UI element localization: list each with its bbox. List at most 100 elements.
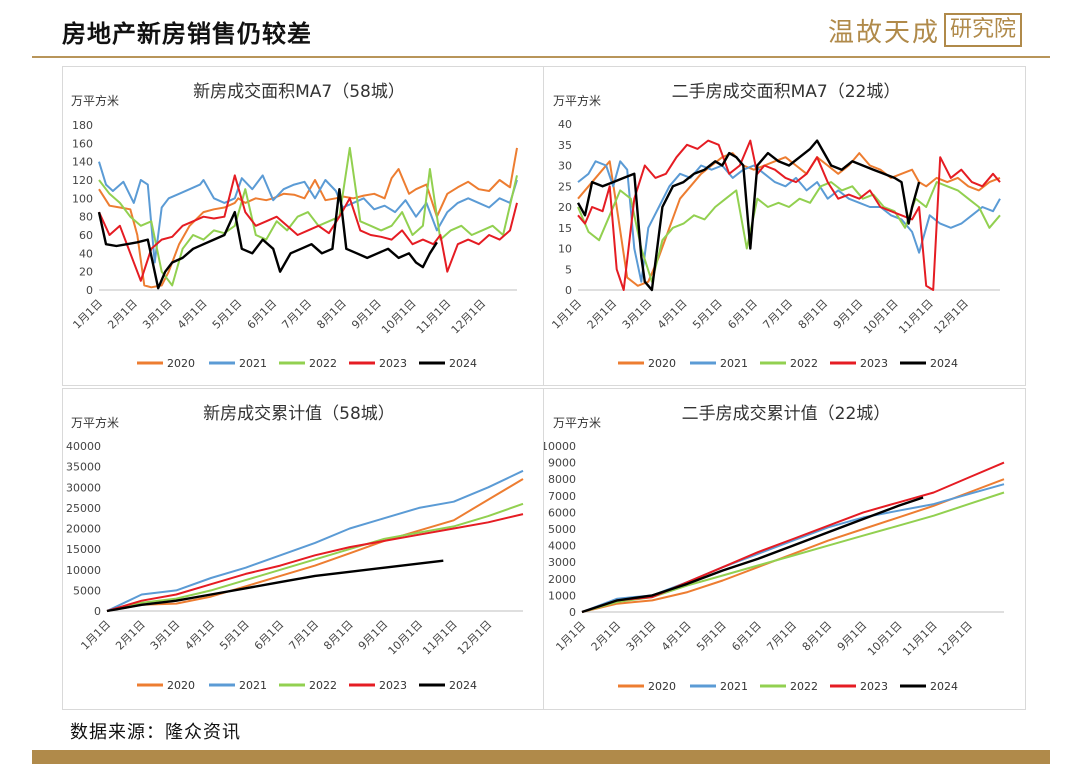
y-tick-label: 5000 bbox=[548, 523, 576, 536]
legend-label-2024: 2024 bbox=[930, 357, 958, 370]
y-tick-label: 60 bbox=[79, 229, 93, 242]
x-tick-label: 12月1日 bbox=[449, 297, 489, 337]
legend-label-2024: 2024 bbox=[930, 680, 958, 693]
legend-label-2023: 2023 bbox=[860, 680, 888, 693]
brand-logo: 温故天成 研究院 bbox=[828, 12, 1023, 48]
chart-panel-second-hand-ma7: 二手房成交面积MA7（22城） 万平方米 0 5 10 15 20 25 30 35 40 1月1日 2… bbox=[543, 66, 1026, 386]
y-tick-label: 15000 bbox=[66, 543, 101, 556]
y-tick-label: 0 bbox=[86, 284, 93, 297]
x-tick-label: 12月1日 bbox=[935, 619, 975, 659]
series-line-2021 bbox=[106, 469, 524, 612]
x-tick-label: 6月1日 bbox=[252, 618, 287, 653]
chart-new-house-ma7: 新房成交面积MA7（58城） 万平方米 0 20 40 60 80 100 120 140 160 1… bbox=[70, 82, 518, 370]
x-tick-label: 11月1日 bbox=[896, 297, 936, 337]
x-tick-label: 3月1日 bbox=[148, 618, 183, 653]
x-tick-label: 5月1日 bbox=[694, 619, 729, 654]
legend-label-2020: 2020 bbox=[648, 680, 676, 693]
y-tick-label: 40 bbox=[79, 247, 93, 260]
x-tick-label: 9月1日 bbox=[835, 619, 870, 654]
x-tick-label: 6月1日 bbox=[729, 619, 764, 654]
y-tick-label: 1000 bbox=[548, 589, 576, 602]
series-line-2020 bbox=[581, 478, 1005, 613]
series-line-2022 bbox=[106, 502, 524, 612]
y-tick-label: 25 bbox=[558, 180, 572, 193]
series-line-2023 bbox=[98, 174, 518, 282]
x-tick-label: 7月1日 bbox=[279, 297, 314, 332]
y-axis-unit: 万平方米 bbox=[553, 415, 601, 430]
x-tick-label: 2月1日 bbox=[585, 297, 620, 332]
legend-label-2020: 2020 bbox=[167, 679, 195, 692]
y-tick-label: 20 bbox=[79, 266, 93, 279]
y-tick-label: 35000 bbox=[66, 461, 101, 474]
chart-panel-new-house-cumulative: 新房成交累计值（58城） 万平方米 0 5000 10000 15000 20000 2500… bbox=[62, 388, 544, 710]
y-tick-label: 9000 bbox=[548, 457, 576, 470]
series-line-2023 bbox=[106, 513, 524, 612]
legend-label-2020: 2020 bbox=[648, 357, 676, 370]
logo-main-text: 温故天成 bbox=[828, 17, 941, 48]
legend-label-2024: 2024 bbox=[449, 679, 477, 692]
legend-label-2021: 2021 bbox=[239, 357, 267, 370]
y-tick-label: 10000 bbox=[544, 440, 576, 453]
series-line-2024 bbox=[106, 559, 444, 613]
x-tick-label: 1月1日 bbox=[70, 297, 105, 332]
x-tick-label: 8月1日 bbox=[800, 619, 835, 654]
series-line-2020 bbox=[106, 478, 524, 612]
x-tick-label: 4月1日 bbox=[182, 618, 217, 653]
legend-label-2024: 2024 bbox=[449, 357, 477, 370]
series-line-2023 bbox=[581, 461, 1005, 613]
chart-panel-second-hand-cumulative: 二手房成交累计值（22城） 万平方米 0 1000 2000 3000 4000 5000 60… bbox=[543, 388, 1026, 710]
x-tick-label: 7月1日 bbox=[760, 297, 795, 332]
chart-panel-new-house-ma7: 新房成交面积MA7（58城） 万平方米 0 20 40 60 80 100 120 140 160 1… bbox=[62, 66, 544, 386]
y-tick-label: 40000 bbox=[66, 440, 101, 453]
x-tick-label: 5月1日 bbox=[210, 297, 245, 332]
chart-second-hand-cumulative: 二手房成交累计值（22城） 万平方米 0 1000 2000 3000 4000 5000 60… bbox=[544, 404, 1005, 693]
legend-label-2023: 2023 bbox=[860, 357, 888, 370]
y-tick-label: 40 bbox=[558, 118, 572, 131]
series-line-2022 bbox=[577, 181, 1001, 283]
x-tick-label: 1月1日 bbox=[78, 618, 113, 653]
x-tick-label: 10月1日 bbox=[865, 619, 905, 659]
y-tick-label: 0 bbox=[94, 605, 101, 618]
y-tick-label: 2000 bbox=[548, 573, 576, 586]
y-tick-label: 20 bbox=[558, 201, 572, 214]
x-tick-label: 2月1日 bbox=[589, 619, 624, 654]
x-tick-label: 4月1日 bbox=[175, 297, 210, 332]
footer-bar bbox=[32, 750, 1050, 764]
logo-box-text: 研究院 bbox=[944, 13, 1023, 47]
x-tick-label: 6月1日 bbox=[725, 297, 760, 332]
y-axis-unit: 万平方米 bbox=[71, 415, 119, 430]
chart-title: 二手房成交累计值（22城） bbox=[682, 404, 891, 424]
legend-label-2021: 2021 bbox=[239, 679, 267, 692]
y-axis-unit: 万平方米 bbox=[553, 93, 601, 108]
y-tick-label: 7000 bbox=[548, 490, 576, 503]
legend-label-2023: 2023 bbox=[379, 679, 407, 692]
y-axis-unit: 万平方米 bbox=[71, 93, 119, 108]
x-tick-label: 9月1日 bbox=[831, 297, 866, 332]
legend-label-2022: 2022 bbox=[309, 679, 337, 692]
legend-label-2020: 2020 bbox=[167, 357, 195, 370]
series-line-2021 bbox=[577, 160, 1001, 283]
chart-new-house-cumulative: 新房成交累计值（58城） 万平方米 0 5000 10000 15000 20000 2500… bbox=[66, 404, 524, 692]
y-tick-label: 10 bbox=[558, 243, 572, 256]
y-tick-label: 25000 bbox=[66, 502, 101, 515]
series-line-2022 bbox=[581, 491, 1005, 613]
x-tick-label: 8月1日 bbox=[314, 297, 349, 332]
chart-title: 二手房成交面积MA7（22城） bbox=[672, 82, 901, 102]
series-line-2024 bbox=[576, 139, 921, 292]
series-line-2024 bbox=[581, 496, 924, 614]
x-tick-label: 3月1日 bbox=[620, 297, 655, 332]
legend-label-2021: 2021 bbox=[720, 357, 748, 370]
x-tick-label: 11月1日 bbox=[420, 618, 460, 658]
x-tick-label: 7月1日 bbox=[286, 618, 321, 653]
x-tick-label: 10月1日 bbox=[386, 618, 426, 658]
y-tick-label: 10000 bbox=[66, 564, 101, 577]
y-tick-label: 6000 bbox=[548, 506, 576, 519]
series-line-2023 bbox=[577, 139, 1001, 291]
legend-label-2023: 2023 bbox=[379, 357, 407, 370]
y-tick-label: 3000 bbox=[548, 556, 576, 569]
y-tick-label: 0 bbox=[565, 284, 572, 297]
x-tick-label: 4月1日 bbox=[659, 619, 694, 654]
x-tick-label: 2月1日 bbox=[113, 618, 148, 653]
y-tick-label: 0 bbox=[569, 606, 576, 619]
